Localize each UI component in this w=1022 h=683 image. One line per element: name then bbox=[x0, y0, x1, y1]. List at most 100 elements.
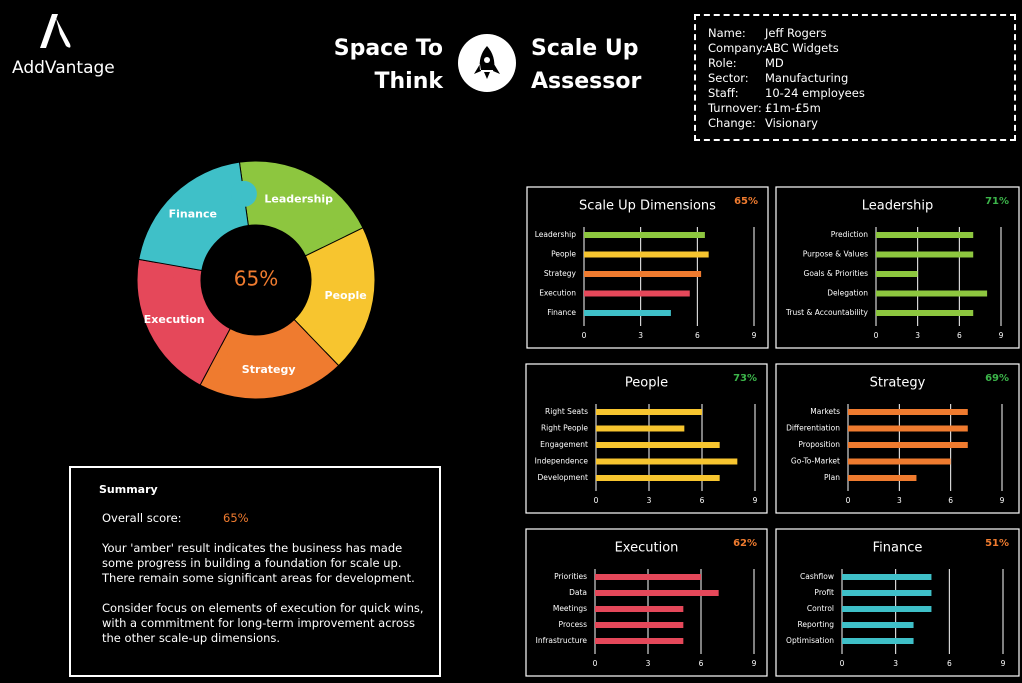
y-tick-label: Plan bbox=[824, 473, 840, 482]
y-tick-label: Differentiation bbox=[786, 424, 840, 433]
profile-label: Company: bbox=[708, 41, 766, 55]
bar bbox=[876, 271, 918, 277]
x-tick-label: 6 bbox=[699, 659, 704, 668]
chart-score: 71% bbox=[985, 196, 1009, 207]
x-tick-label: 3 bbox=[638, 331, 643, 340]
y-tick-label: Cashflow bbox=[800, 572, 834, 581]
panel bbox=[775, 186, 1020, 349]
title-line: Think bbox=[374, 69, 444, 94]
y-tick-label: Data bbox=[569, 588, 587, 597]
title-line: Scale Up bbox=[531, 36, 638, 61]
profile-row: Company: ABC Widgets bbox=[708, 41, 1014, 56]
y-tick-label: Purpose & Values bbox=[803, 250, 868, 259]
profile-value: Manufacturing bbox=[765, 71, 849, 85]
title-line: Assessor bbox=[531, 69, 641, 94]
summary-box: Summary Overall score: 65% Your 'amber' r… bbox=[69, 466, 441, 677]
panel bbox=[775, 528, 1020, 677]
bar bbox=[842, 622, 914, 628]
panel bbox=[526, 186, 769, 349]
profile-value: Visionary bbox=[765, 116, 818, 130]
segment-label: Execution bbox=[144, 313, 205, 326]
x-tick-label: 6 bbox=[700, 496, 705, 505]
logo: AddVantage bbox=[12, 14, 115, 78]
bar bbox=[876, 310, 974, 316]
logo-icon bbox=[40, 14, 71, 48]
profile-label: Change: bbox=[708, 116, 756, 130]
profile-label: Staff: bbox=[708, 86, 739, 100]
x-tick-label: 6 bbox=[948, 496, 953, 505]
y-tick-label: Development bbox=[538, 473, 589, 482]
profile-value: 10-24 employees bbox=[765, 86, 865, 100]
chart-title: Strategy bbox=[870, 376, 926, 391]
bar bbox=[584, 232, 705, 238]
profile-label: Role: bbox=[708, 56, 737, 70]
bar bbox=[584, 310, 671, 316]
bar bbox=[596, 425, 685, 432]
segment-label: Finance bbox=[169, 208, 217, 221]
y-tick-label: Priorities bbox=[554, 572, 587, 581]
bar bbox=[842, 574, 932, 580]
score-label: Overall score: bbox=[102, 511, 182, 525]
profile-row: Name: Jeff Rogers bbox=[708, 26, 1014, 41]
y-tick-label: Proposition bbox=[798, 440, 840, 449]
profile-value: £1m-£5m bbox=[765, 101, 821, 115]
x-tick-label: 9 bbox=[753, 496, 758, 505]
y-tick-label: Strategy bbox=[544, 269, 577, 278]
y-tick-label: Meetings bbox=[553, 604, 587, 613]
bar bbox=[876, 251, 974, 258]
bar bbox=[842, 590, 932, 596]
chart-score: 65% bbox=[734, 196, 758, 207]
profile-value: ABC Widgets bbox=[765, 41, 839, 55]
profile-row: Change: Visionary bbox=[708, 116, 1014, 131]
x-tick-label: 0 bbox=[840, 659, 845, 668]
bar bbox=[584, 290, 690, 297]
x-tick-label: 3 bbox=[893, 659, 898, 668]
y-tick-label: Goals & Priorities bbox=[804, 269, 869, 278]
panel bbox=[525, 363, 768, 514]
y-tick-label: Delegation bbox=[827, 289, 868, 298]
x-tick-label: 6 bbox=[947, 659, 952, 668]
summary-paragraph: Your 'amber' result indicates the busine… bbox=[102, 541, 415, 585]
chart-title: Execution bbox=[615, 541, 679, 556]
profile-row: Sector: Manufacturing bbox=[708, 71, 1014, 86]
bar bbox=[596, 475, 720, 481]
chart-title: People bbox=[625, 376, 668, 391]
x-tick-label: 9 bbox=[752, 659, 757, 668]
x-tick-label: 0 bbox=[582, 331, 587, 340]
y-tick-label: Leadership bbox=[535, 230, 576, 239]
profile-label: Turnover: bbox=[708, 101, 762, 115]
brand: AddVantage bbox=[12, 58, 115, 78]
y-tick-label: Right People bbox=[541, 424, 588, 433]
puzzle-knob bbox=[230, 180, 257, 207]
y-tick-label: Process bbox=[559, 620, 588, 629]
bar bbox=[876, 232, 974, 238]
y-tick-label: Independence bbox=[535, 457, 589, 466]
bar bbox=[584, 271, 702, 277]
y-tick-label: Finance bbox=[547, 308, 576, 317]
bar bbox=[596, 458, 738, 465]
bar bbox=[596, 442, 720, 448]
bar bbox=[848, 458, 951, 465]
bar bbox=[848, 442, 968, 448]
bar bbox=[842, 606, 932, 612]
chart-title: Leadership bbox=[862, 199, 933, 214]
chart-score: 51% bbox=[985, 538, 1009, 549]
y-tick-label: Go-To-Market bbox=[791, 457, 840, 466]
profile-label: Sector: bbox=[708, 71, 749, 85]
bar bbox=[842, 638, 914, 644]
y-tick-label: Reporting bbox=[798, 620, 835, 629]
y-tick-label: People bbox=[551, 250, 576, 259]
donut-center: 65% bbox=[234, 267, 278, 291]
x-tick-label: 0 bbox=[594, 496, 599, 505]
chart-title: Scale Up Dimensions bbox=[579, 199, 716, 214]
x-tick-label: 9 bbox=[1001, 659, 1006, 668]
y-tick-label: Markets bbox=[810, 407, 840, 416]
profile-value: Jeff Rogers bbox=[765, 26, 827, 40]
title-line: Space To bbox=[334, 36, 443, 61]
x-tick-label: 9 bbox=[999, 331, 1004, 340]
profile-row: Turnover: £1m-£5m bbox=[708, 101, 1014, 116]
segment-label: Strategy bbox=[242, 363, 296, 376]
y-tick-label: Trust & Accountability bbox=[785, 308, 869, 317]
chart-score: 69% bbox=[985, 373, 1009, 384]
